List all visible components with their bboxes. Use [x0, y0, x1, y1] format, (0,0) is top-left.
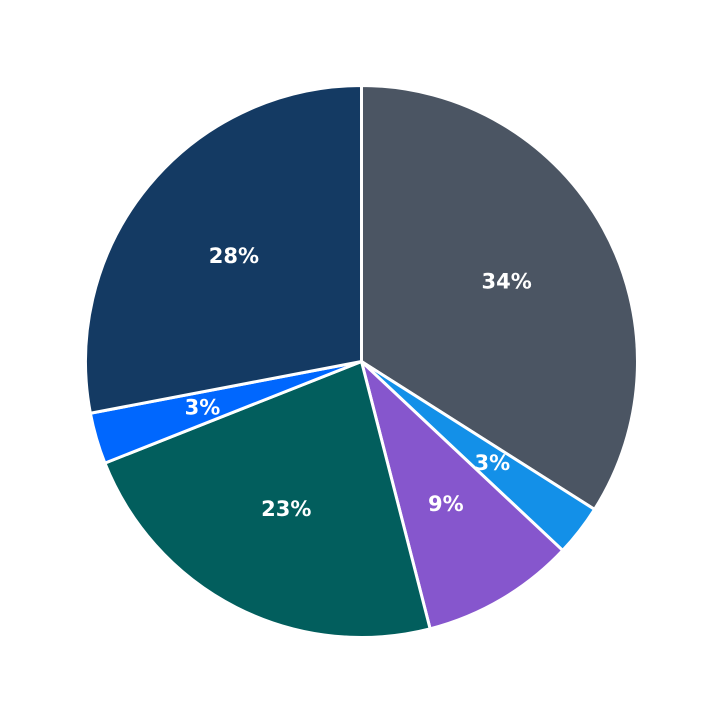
pie-slice-label-6: 28%: [209, 244, 259, 268]
pie-slice-label-2: 3%: [475, 451, 511, 475]
pie-labels: 34% 3% 9% 23% 3% 28%: [185, 244, 532, 521]
pie-slice-1: [360, 84, 639, 511]
pie-slice-label-1: 34%: [481, 270, 531, 294]
pie-slice-3: [360, 360, 565, 631]
pie-slice-6: [84, 84, 363, 415]
pie-slice-label-3: 9%: [428, 492, 464, 516]
pie-slice-label-4: 23%: [261, 497, 311, 521]
pie-slice-4: [103, 360, 432, 640]
pie-slices: [84, 84, 639, 640]
pie-slice-label-5: 3%: [185, 396, 221, 420]
